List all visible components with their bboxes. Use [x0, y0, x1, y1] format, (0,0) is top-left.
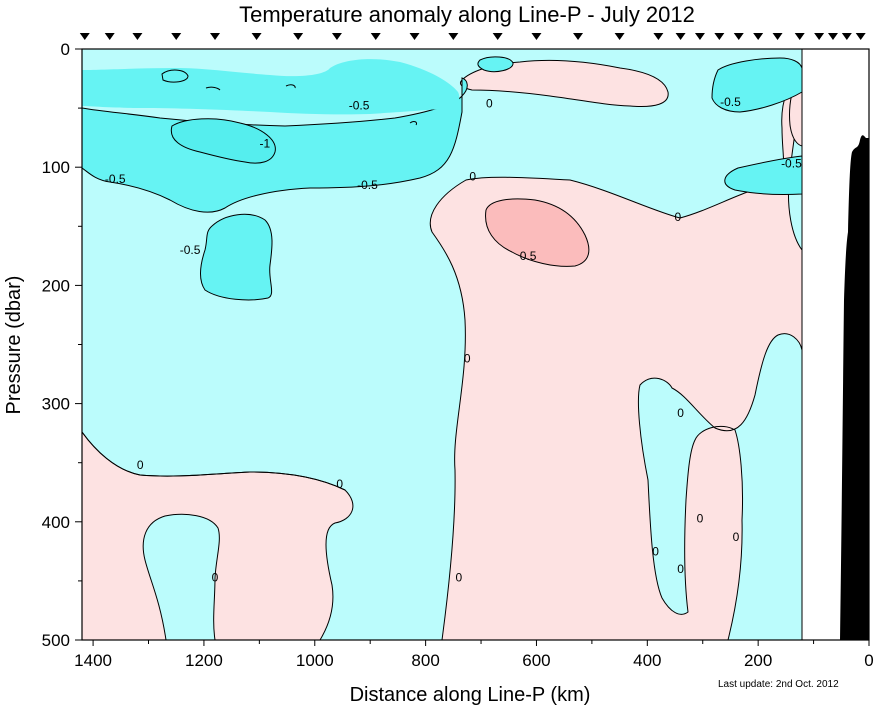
last-update-note: Last update: 2nd Oct. 2012	[718, 679, 839, 690]
station-marker	[79, 33, 90, 40]
station-marker	[855, 33, 866, 40]
warm-anomaly-surface	[459, 59, 669, 107]
x-tick-label-600: 600	[522, 651, 550, 670]
contour-label: 0	[464, 352, 471, 366]
y-tick-label-500: 500	[42, 631, 70, 650]
station-marker	[573, 33, 584, 40]
contour-label: -0.5	[781, 157, 802, 171]
station-marker	[251, 33, 262, 40]
x-tick-label-200: 200	[744, 651, 772, 670]
cold-anomaly-upper-right	[711, 57, 803, 113]
station-marker	[492, 33, 503, 40]
bathymetry	[840, 135, 869, 640]
y-tick-label-200: 200	[42, 276, 70, 295]
x-tick-label-1400: 1400	[74, 651, 112, 670]
contour-label: 0	[733, 530, 740, 544]
cold-anomaly-small-2	[477, 56, 514, 73]
contour-label: 0	[456, 570, 463, 584]
contour-label: 0.5	[520, 249, 537, 263]
contour-label: 0	[137, 458, 144, 472]
contour-label: 0	[336, 477, 343, 491]
station-marker	[772, 33, 783, 40]
plot-area: 0 0 0 0 0 0 0 0 0 0 0 0 0 -0.5 -0.5 -0.5 -0.5 -0.5 -0.5 -1 0…	[81, 48, 870, 641]
contour-label: -0.5	[720, 95, 741, 109]
station-marker	[733, 33, 744, 40]
contour-line-lower-left	[82, 431, 346, 491]
x-axis-label: Distance along Line-P (km)	[350, 684, 591, 706]
y-axis: 0 100 200 300 400 500	[42, 40, 82, 650]
x-tick-label-1200: 1200	[185, 651, 223, 670]
station-markers	[79, 33, 866, 40]
station-marker	[409, 33, 420, 40]
y-tick-label-100: 100	[42, 158, 70, 177]
warm-anomaly-core	[485, 198, 590, 267]
contour-label: 0	[652, 544, 659, 558]
cold-anomaly-lens	[200, 213, 273, 301]
contour-label: -0.5	[349, 99, 370, 113]
station-marker	[293, 33, 304, 40]
contour-labels: 0 0 0 0 0 0 0 0 0 0 0 0 0 -0.5 -0.5 -0.5 -0.5 -0.5 -0.5 -1 0…	[105, 95, 802, 584]
y-tick-label-400: 400	[42, 513, 70, 532]
contour-label: 0	[486, 96, 493, 110]
x-tick-label-800: 800	[411, 651, 439, 670]
station-marker	[653, 33, 664, 40]
cold-anomaly-core	[170, 118, 276, 164]
station-marker	[370, 33, 381, 40]
contour-label: -1	[260, 137, 271, 151]
y-tick-label-0: 0	[61, 40, 70, 59]
station-marker	[841, 33, 852, 40]
station-marker	[694, 33, 705, 40]
cold-anomaly-small-1	[161, 69, 189, 83]
station-marker	[171, 33, 182, 40]
x-tick-label-400: 400	[633, 651, 661, 670]
contour-label: -0.5	[180, 243, 201, 257]
contour-label: 0	[469, 170, 476, 184]
station-marker	[448, 33, 459, 40]
x-tick-label-1000: 1000	[296, 651, 334, 670]
contour-label: 0	[697, 511, 704, 525]
station-marker	[531, 33, 542, 40]
contour-label: 0	[674, 210, 681, 224]
station-marker	[753, 33, 764, 40]
x-axis: 1400 1200 1000 800 600 400 200 0	[74, 640, 874, 670]
contour-label: 0	[677, 562, 684, 576]
cold-anomaly-right-deep	[724, 155, 803, 196]
station-marker	[132, 33, 143, 40]
contour-line-surface-small	[205, 84, 417, 126]
contour-label: 0	[212, 570, 219, 584]
station-marker	[331, 33, 342, 40]
chart-title: Temperature anomaly along Line-P - July …	[239, 2, 695, 27]
station-marker	[814, 33, 825, 40]
y-axis-label: Pressure (dbar)	[3, 276, 25, 415]
station-marker	[675, 33, 686, 40]
station-marker	[827, 33, 838, 40]
x-tick-label-0: 0	[864, 651, 873, 670]
contour-label: -0.5	[357, 178, 378, 192]
station-marker	[210, 33, 221, 40]
station-marker	[714, 33, 725, 40]
station-marker	[614, 33, 625, 40]
contour-label: 0	[677, 406, 684, 420]
y-tick-label-300: 300	[42, 395, 70, 414]
contour-label: -0.5	[105, 172, 126, 186]
station-marker	[104, 33, 115, 40]
station-marker	[794, 33, 805, 40]
